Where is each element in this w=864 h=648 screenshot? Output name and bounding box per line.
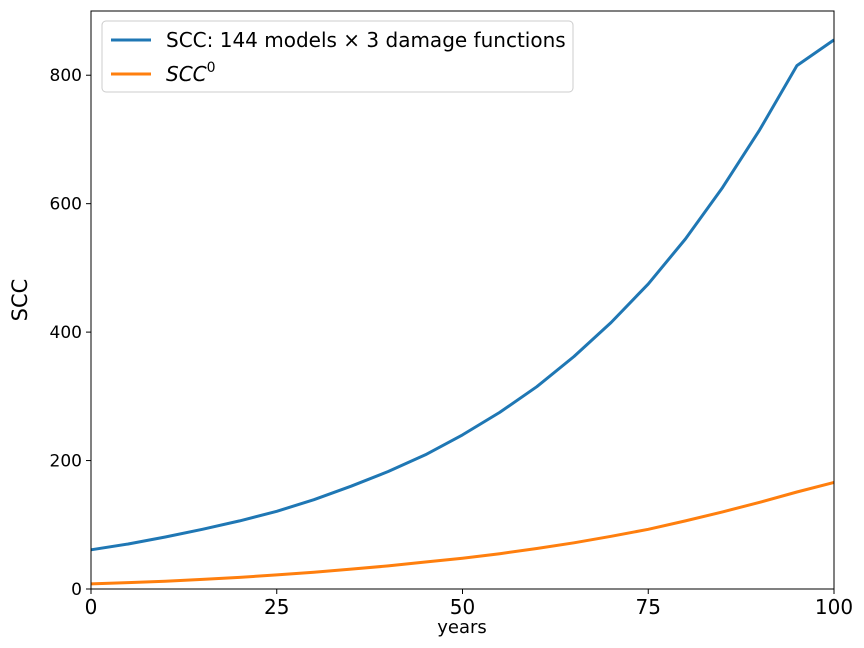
legend-label-scc0: SCC0 (166, 60, 216, 86)
plot-background (91, 11, 834, 589)
legend-label-scc: SCC: 144 models × 3 damage functions (166, 28, 566, 52)
legend: SCC: 144 models × 3 damage functions SCC… (101, 20, 574, 93)
y-axis-ticks: 0 200 400 600 800 (50, 66, 91, 600)
x-tick-label: 0 (85, 595, 98, 619)
series-line-0 (90, 38, 835, 552)
y-tick-label: 400 (50, 323, 82, 343)
y-axis-title: SCC (8, 279, 32, 322)
series-layer (90, 38, 835, 586)
x-tick-label: 100 (815, 595, 853, 619)
x-tick-label: 50 (450, 595, 475, 619)
y-tick-label: 0 (71, 580, 82, 600)
y-tick-label: 600 (50, 195, 82, 215)
x-axis-title: years (437, 617, 487, 638)
x-tick-label: 75 (636, 595, 661, 619)
series-line-1 (90, 480, 835, 586)
y-tick-label: 200 (50, 452, 82, 472)
legend-label-scc0-sup: 0 (207, 60, 216, 76)
x-axis-ticks: 0 25 50 75 100 (85, 589, 853, 619)
legend-label-scc0-base: SCC (166, 62, 207, 86)
x-tick-label: 25 (264, 595, 289, 619)
legend-box (101, 20, 574, 93)
y-tick-label: 800 (50, 66, 82, 86)
